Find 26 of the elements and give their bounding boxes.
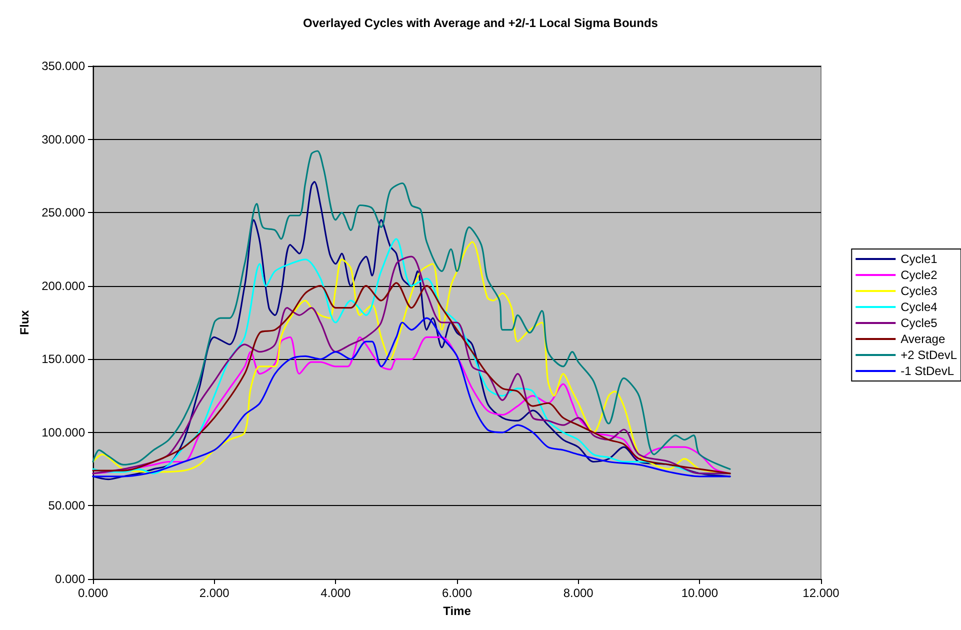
legend-label: Cycle1	[900, 252, 938, 266]
legend-label: Cycle2	[900, 268, 938, 282]
y-tick-label: 350.000	[42, 59, 86, 73]
y-tick-label: 150.000	[42, 352, 86, 366]
legend-label: Cycle5	[900, 316, 938, 330]
legend-label: Average	[900, 332, 946, 346]
x-tick-label: 12.000	[802, 586, 840, 600]
y-tick-label: 50.000	[48, 498, 86, 513]
x-tick-label: 0.000	[78, 586, 108, 600]
legend-label: Cycle3	[900, 284, 938, 298]
y-tick-label: 300.000	[42, 132, 86, 146]
y-tick-label: 100.000	[42, 425, 86, 440]
chart-title: Overlayed Cycles with Average and +2/-1 Local Sigma Bounds	[303, 16, 658, 30]
y-axis-title: Flux	[18, 310, 32, 335]
x-tick-label: 2.000	[199, 586, 230, 600]
y-tick-label: 250.000	[42, 206, 86, 220]
x-axis-title: Time	[443, 604, 472, 618]
x-tick-label: 6.000	[442, 586, 472, 600]
y-tick-label: 0.000	[54, 572, 86, 586]
legend-label: +2 StDevL	[900, 348, 958, 362]
x-tick-label: 4.000	[320, 586, 352, 600]
x-tick-label: 10.000	[681, 586, 718, 600]
legend-label: -1 StDevL	[900, 364, 954, 378]
y-tick-label: 200.000	[42, 278, 86, 293]
x-tick-label: 8.000	[563, 586, 594, 600]
legend-label: Cycle4	[900, 300, 938, 314]
